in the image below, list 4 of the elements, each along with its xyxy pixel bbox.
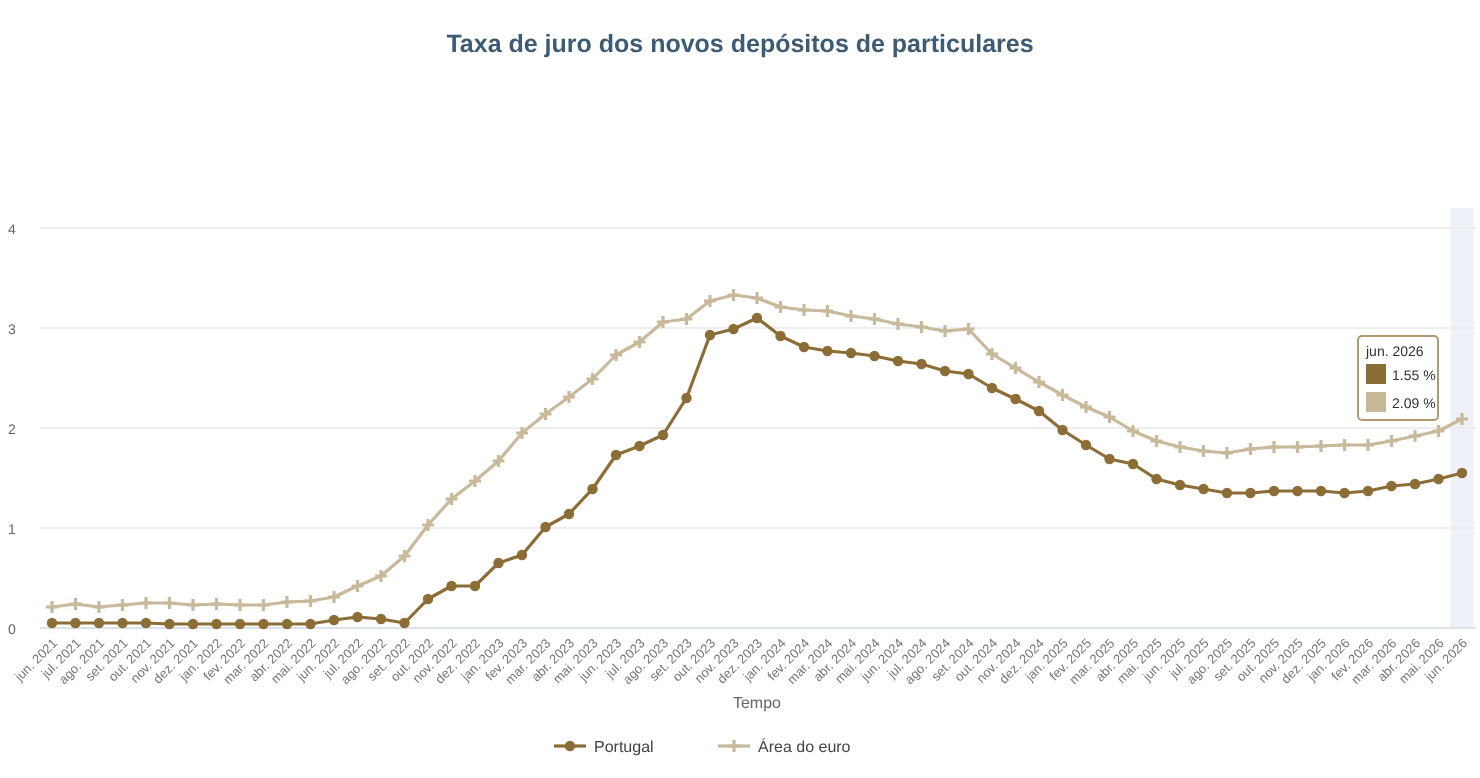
legend-label: Portugal — [594, 738, 655, 756]
chart-title: Taxa de juro dos novos depósitos de particulares — [446, 30, 1034, 58]
x-axis-title: Tempo — [732, 694, 783, 712]
legend-label: Área do euro — [758, 738, 852, 756]
